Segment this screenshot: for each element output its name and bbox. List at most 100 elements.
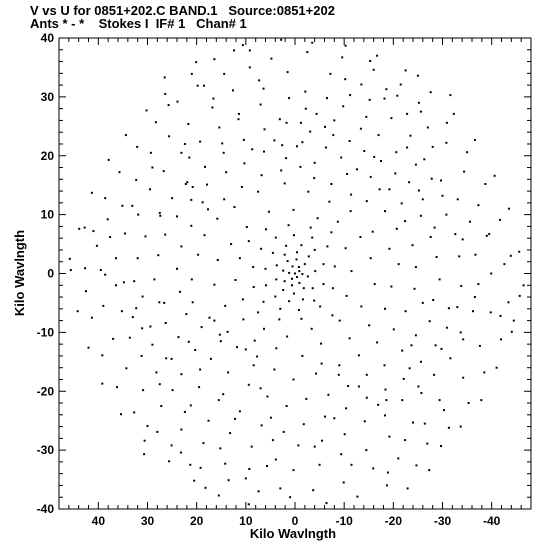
uv-point — [302, 287, 305, 290]
uv-point — [307, 255, 310, 258]
uv-point — [433, 226, 436, 229]
uv-point — [467, 402, 470, 404]
uv-point — [445, 141, 448, 144]
uv-point — [417, 385, 420, 388]
uv-point — [223, 72, 226, 75]
uv-point — [257, 311, 260, 314]
uv-point — [104, 273, 107, 276]
uv-point — [289, 496, 292, 499]
data-points — [68, 38, 525, 506]
uv-point — [292, 208, 295, 211]
uv-point — [421, 198, 424, 201]
uv-point — [282, 289, 285, 291]
uv-point — [340, 156, 343, 159]
uv-point — [285, 405, 288, 407]
uv-point — [440, 347, 443, 350]
uv-point — [131, 316, 134, 319]
uv-point — [304, 107, 307, 110]
uv-point — [242, 138, 245, 141]
uv-point — [162, 170, 165, 173]
uv-point — [343, 433, 346, 436]
uv-point — [267, 210, 270, 213]
uv-point — [372, 68, 375, 71]
uv-point — [275, 278, 278, 281]
uv-point — [462, 338, 465, 341]
uv-point — [503, 263, 506, 266]
uv-point — [420, 392, 423, 394]
uv-point — [189, 463, 192, 466]
uv-point — [371, 230, 374, 233]
uv-point — [253, 339, 256, 342]
uv-point — [365, 449, 368, 452]
uv-point — [68, 257, 71, 260]
uv-point — [265, 284, 267, 287]
uv-point — [369, 60, 372, 62]
uv-point — [360, 305, 363, 308]
uv-point — [333, 417, 336, 420]
uv-point — [191, 301, 194, 304]
uv-point — [315, 372, 318, 375]
uv-point — [445, 121, 448, 124]
uv-point — [357, 354, 360, 357]
uv-point — [258, 79, 261, 82]
uv-point — [300, 317, 303, 320]
uv-point — [203, 84, 205, 87]
uv-point — [509, 254, 512, 257]
uv-point — [428, 469, 431, 472]
uv-point — [273, 139, 276, 142]
uv-point — [211, 106, 214, 109]
uv-point — [221, 142, 224, 145]
uv-point — [229, 432, 232, 435]
uv-point — [307, 190, 310, 193]
uv-point — [401, 399, 404, 402]
uv-point — [233, 49, 235, 52]
uv-point — [216, 259, 219, 261]
uv-point — [163, 301, 166, 304]
uv-point — [158, 211, 161, 214]
uv-point — [260, 174, 263, 177]
uv-point — [340, 453, 343, 456]
uv-point — [200, 326, 203, 329]
uv-point — [324, 125, 326, 128]
uv-point — [238, 410, 241, 413]
uv-point — [260, 247, 263, 250]
uv-point — [449, 357, 452, 360]
uv-point — [473, 138, 476, 141]
uv-point — [180, 373, 183, 376]
uv-point — [251, 148, 254, 151]
uv-point — [522, 284, 525, 287]
uv-point — [365, 373, 368, 376]
uv-point — [344, 78, 347, 81]
uv-point — [270, 57, 273, 60]
uv-point — [488, 233, 491, 236]
uv-point — [456, 306, 459, 309]
uv-point — [179, 290, 181, 293]
uv-point — [69, 269, 72, 271]
uv-point — [271, 439, 274, 442]
uv-point — [286, 335, 289, 338]
uv-point — [247, 383, 250, 386]
uv-point — [177, 336, 180, 339]
uv-point — [287, 224, 290, 227]
uv-point — [259, 103, 262, 106]
uv-point — [285, 244, 288, 247]
y-tick-label: 40 — [41, 31, 55, 45]
uv-point — [275, 347, 278, 350]
uv-point — [144, 235, 147, 238]
uv-point — [312, 489, 315, 492]
uv-point — [248, 66, 251, 69]
uv-point — [344, 247, 347, 250]
uv-point — [419, 214, 422, 217]
uv-point — [116, 386, 118, 389]
uv-point — [460, 284, 463, 287]
uv-point — [394, 172, 397, 175]
uv-point — [274, 236, 277, 239]
uv-point — [230, 243, 233, 246]
uv-point — [213, 319, 216, 322]
uv-point — [242, 318, 245, 321]
uv-point — [204, 165, 206, 168]
uv-point — [87, 346, 90, 349]
uv-point — [298, 270, 301, 273]
uv-point — [146, 425, 149, 427]
